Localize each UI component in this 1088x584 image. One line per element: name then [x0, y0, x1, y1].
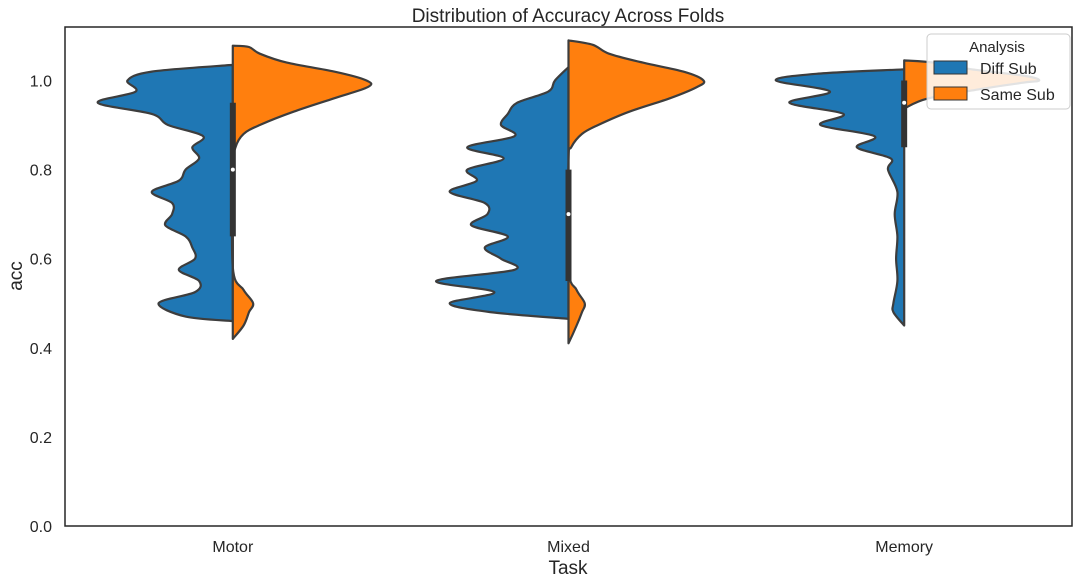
median-dot-mixed [566, 212, 571, 217]
y-axis-label: acc [6, 261, 27, 291]
y-axis: 0.0 0.2 0.4 0.6 0.8 1.0 [30, 73, 52, 536]
x-axis-label: Task [548, 558, 588, 579]
plot-area [96, 39, 1041, 345]
x-tick-label-memory: Memory [875, 539, 933, 556]
plot-frame [64, 26, 1073, 527]
legend-swatch-diff-sub [933, 60, 968, 75]
legend: Analysis Diff Sub Same Sub [926, 33, 1071, 110]
y-tick-label: 0.4 [30, 341, 52, 358]
legend-title: Analysis [969, 39, 1025, 56]
y-tick-label: 1.0 [30, 73, 52, 90]
violin-same-sub-mixed [566, 39, 706, 345]
x-tick-label-motor: Motor [212, 539, 254, 556]
legend-label-same-sub: Same Sub [980, 87, 1055, 104]
x-tick-label-mixed: Mixed [547, 539, 590, 556]
violin-diff-sub-motor [96, 63, 234, 323]
violin-same-sub-motor [230, 44, 373, 340]
y-tick-label: 0.0 [30, 519, 52, 536]
median-dot-memory [902, 100, 907, 105]
y-tick-label: 0.6 [30, 252, 52, 269]
violin-diff-sub-memory [774, 68, 906, 327]
median-dot-motor [230, 167, 235, 172]
violin-diff-sub-mixed [435, 66, 570, 320]
y-tick-label: 0.2 [30, 430, 52, 447]
chart-title: Distribution of Accuracy Across Folds [412, 6, 725, 27]
y-tick-label: 0.8 [30, 163, 52, 180]
x-axis: Motor Mixed Memory [212, 539, 933, 556]
legend-label-diff-sub: Diff Sub [980, 61, 1037, 78]
legend-swatch-same-sub [933, 86, 968, 101]
